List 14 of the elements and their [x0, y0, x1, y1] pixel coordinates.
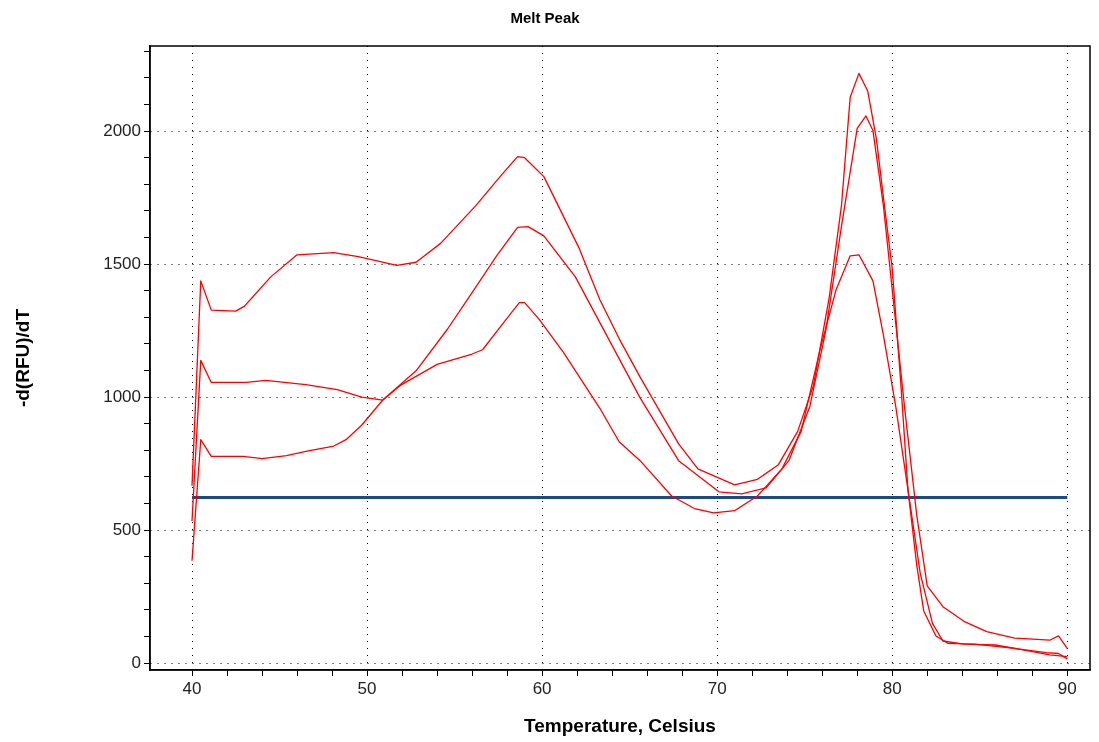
x-tick-label: 40 [182, 678, 202, 698]
y-tick-label: 1000 [103, 386, 141, 406]
y-tick-label: 500 [112, 519, 141, 539]
y-tick-label: 1500 [103, 253, 141, 273]
y-tick-label: 0 [131, 652, 141, 672]
x-tick-label: 70 [707, 678, 727, 698]
x-axis-title: Temperature, Celsius [524, 714, 716, 736]
x-tick-label: 50 [357, 678, 377, 698]
x-tick-label: 60 [532, 678, 552, 698]
x-tick-label: 90 [1057, 678, 1077, 698]
chart-title: Melt Peak [510, 9, 581, 27]
y-tick-label: 2000 [103, 120, 141, 140]
x-tick-label: 80 [882, 678, 902, 698]
y-axis-title: -d(RFU)/dT [11, 308, 33, 408]
